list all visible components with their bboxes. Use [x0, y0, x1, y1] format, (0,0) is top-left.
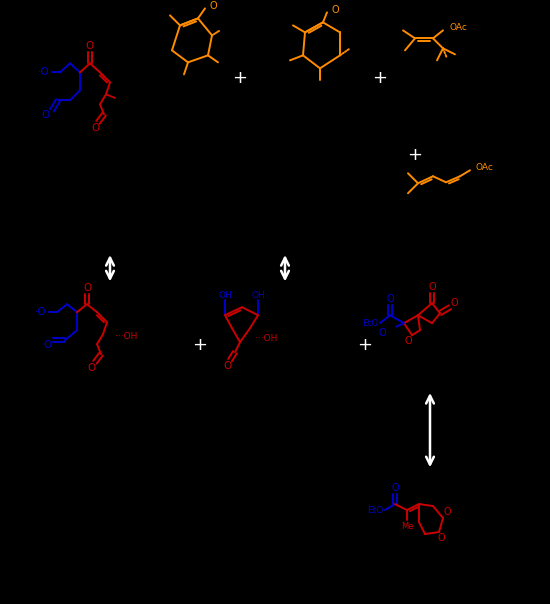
Text: +: + — [408, 146, 422, 164]
Text: O: O — [391, 483, 399, 493]
Text: ···OH: ···OH — [115, 332, 138, 341]
Text: Me: Me — [401, 521, 413, 530]
Text: O: O — [386, 294, 394, 304]
Text: ···OH: ···OH — [255, 333, 277, 342]
Text: O: O — [210, 1, 218, 11]
Text: ·O: ·O — [35, 307, 47, 317]
Text: O: O — [443, 507, 451, 517]
Text: +: + — [233, 69, 248, 88]
Text: O: O — [378, 328, 386, 338]
Text: O: O — [43, 340, 51, 350]
Text: OAc: OAc — [450, 23, 468, 32]
Text: O: O — [92, 123, 100, 133]
Text: O: O — [86, 41, 94, 51]
Text: ·O: ·O — [38, 67, 50, 77]
Text: O: O — [88, 363, 96, 373]
Text: O: O — [332, 5, 340, 15]
Text: EtO: EtO — [362, 319, 378, 328]
Text: O: O — [450, 298, 458, 308]
Text: +: + — [358, 336, 372, 354]
Text: +: + — [372, 69, 388, 88]
Text: O: O — [437, 533, 445, 543]
Text: O: O — [428, 282, 436, 292]
Text: O: O — [404, 336, 412, 346]
Text: O: O — [42, 111, 50, 120]
Text: O: O — [224, 361, 232, 371]
Text: OH: OH — [218, 291, 232, 300]
Text: OAc: OAc — [476, 162, 494, 172]
Text: EtO: EtO — [367, 506, 383, 515]
Text: O: O — [83, 283, 91, 293]
Text: OH: OH — [251, 291, 265, 300]
Text: +: + — [192, 336, 207, 354]
